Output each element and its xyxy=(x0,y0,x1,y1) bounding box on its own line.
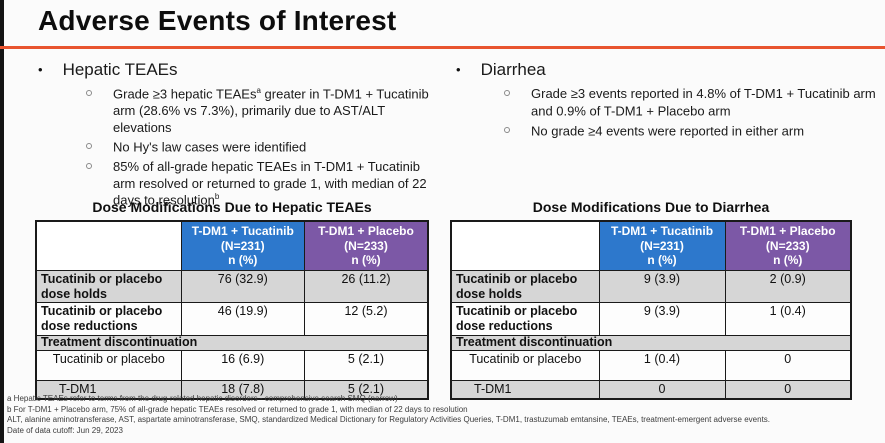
row-value-tucatinib: 76 (32.9) xyxy=(180,269,306,304)
sub-bullet-icon xyxy=(86,163,92,170)
row-label: Tucatinib or placebo dose holds xyxy=(35,269,182,304)
table-row: T-DM1 18 (7.8) 5 (2.1) xyxy=(35,379,429,400)
footnote-abbreviations: ALT, alanine aminotransferase, AST, aspa… xyxy=(7,415,771,425)
table-header-row: T-DM1 + Tucatinib (N=231) n (%) T-DM1 + … xyxy=(450,220,852,271)
bullet-text: Grade ≥3 events reported in 4.8% of T-DM… xyxy=(531,86,876,118)
footnote-a: a Hepatic TEAEs refer to terms from the … xyxy=(7,394,398,403)
hepatic-table: T-DM1 + Tucatinib (N=231) n (%) T-DM1 + … xyxy=(35,220,429,400)
hepatic-table-title: Dose Modifications Due to Hepatic TEAEs xyxy=(92,199,372,215)
row-value-tucatinib: 0 xyxy=(598,379,726,400)
section-row-label: Treatment discontinuation xyxy=(450,334,852,351)
row-value-tucatinib: 18 (7.8) xyxy=(180,379,306,400)
table-row: Tucatinib or placebo 1 (0.4) 0 xyxy=(450,349,852,381)
row-label: Tucatinib or placebo dose reductions xyxy=(450,302,600,336)
row-label: Tucatinib or placebo xyxy=(450,349,600,381)
footnote-b: b For T-DM1 + Placebo arm, 75% of all-gr… xyxy=(7,404,468,414)
bullet-text: Grade ≥3 hepatic TEAEsa greater in T-DM1… xyxy=(113,86,429,135)
page-title: Adverse Events of Interest xyxy=(38,5,397,36)
section-row-label: Treatment discontinuation xyxy=(35,334,429,351)
empty-header-cell xyxy=(450,220,600,271)
footnote-data-cutoff: Date of data cutoff: Jun 29, 2023 xyxy=(7,425,123,435)
row-value-placebo: 0 xyxy=(724,349,852,381)
sub-bullet-icon xyxy=(86,143,92,150)
row-value-placebo: 2 (0.9) xyxy=(724,269,852,304)
column-header-tucatinib: T-DM1 + Tucatinib (N=231) n (%) xyxy=(180,220,306,271)
table-row: Tucatinib or placebo dose holds 9 (3.9) … xyxy=(450,269,852,304)
hepatic-table-block: Dose Modifications Due to Hepatic TEAEs … xyxy=(35,199,429,400)
list-item: Grade ≥3 events reported in 4.8% of T-DM… xyxy=(456,86,880,120)
bullet-text: 85% of all-grade hepatic TEAEs in T-DM1 … xyxy=(113,159,427,208)
section-heading-hepatic: Hepatic TEAEs xyxy=(62,60,178,79)
sub-bullet-icon xyxy=(504,126,510,133)
table-section-row: Treatment discontinuation xyxy=(35,334,429,351)
row-value-tucatinib: 16 (6.9) xyxy=(180,349,306,381)
table-header-row: T-DM1 + Tucatinib (N=231) n (%) T-DM1 + … xyxy=(35,220,429,271)
section-heading-diarrhea: Diarrhea xyxy=(480,60,546,79)
row-label: Tucatinib or placebo dose holds xyxy=(450,269,600,304)
bullet-icon: • xyxy=(456,62,461,77)
row-label: T-DM1 xyxy=(450,379,600,400)
row-value-tucatinib: 9 (3.9) xyxy=(598,269,726,304)
title-underline xyxy=(0,46,885,49)
column-header-placebo: T-DM1 + Placebo (N=233) n (%) xyxy=(304,220,429,271)
slide-left-edge xyxy=(0,0,4,443)
table-row: Tucatinib or placebo dose reductions 46 … xyxy=(35,302,429,336)
section-hepatic-teaes: • Hepatic TEAEs Grade ≥3 hepatic TEAEsa … xyxy=(38,60,443,212)
sub-bullet-icon xyxy=(504,90,510,96)
bullet-icon: • xyxy=(38,62,43,77)
row-value-placebo: 5 (2.1) xyxy=(304,379,429,400)
row-value-placebo: 1 (0.4) xyxy=(724,302,852,336)
column-header-tucatinib: T-DM1 + Tucatinib (N=231) n (%) xyxy=(598,220,726,271)
table-row: T-DM1 0 0 xyxy=(450,379,852,400)
row-value-placebo: 0 xyxy=(724,379,852,400)
bullet-text: No grade ≥4 events were reported in eith… xyxy=(531,122,805,138)
diarrhea-table: T-DM1 + Tucatinib (N=231) n (%) T-DM1 + … xyxy=(450,220,852,400)
hepatic-bullet-list: Grade ≥3 hepatic TEAEsa greater in T-DM1… xyxy=(38,86,443,209)
table-row: Tucatinib or placebo dose reductions 9 (… xyxy=(450,302,852,336)
row-value-tucatinib: 1 (0.4) xyxy=(598,349,726,381)
footnotes: a Hepatic TEAEs refer to terms from the … xyxy=(7,394,877,436)
list-item: No Hy's law cases were identified xyxy=(38,139,443,156)
row-value-placebo: 12 (5.2) xyxy=(304,302,429,336)
row-label: Tucatinib or placebo dose reductions xyxy=(35,302,182,336)
row-value-placebo: 26 (11.2) xyxy=(304,269,429,304)
list-item: Grade ≥3 hepatic TEAEsa greater in T-DM1… xyxy=(38,86,443,136)
row-label: Tucatinib or placebo xyxy=(35,349,182,381)
empty-header-cell xyxy=(35,220,182,271)
diarrhea-table-block: Dose Modifications Due to Diarrhea T-DM1… xyxy=(450,199,852,400)
list-item: No grade ≥4 events were reported in eith… xyxy=(456,123,880,140)
diarrhea-table-title: Dose Modifications Due to Diarrhea xyxy=(532,199,770,215)
list-item: 85% of all-grade hepatic TEAEs in T-DM1 … xyxy=(38,159,443,209)
bullet-text: No Hy's law cases were identified xyxy=(113,139,307,155)
diarrhea-bullet-list: Grade ≥3 events reported in 4.8% of T-DM… xyxy=(456,86,880,140)
row-label: T-DM1 xyxy=(35,379,182,400)
column-header-placebo: T-DM1 + Placebo (N=233) n (%) xyxy=(724,220,852,271)
table-section-row: Treatment discontinuation xyxy=(450,334,852,351)
sub-bullet-icon xyxy=(86,90,92,96)
row-value-tucatinib: 9 (3.9) xyxy=(598,302,726,336)
row-value-tucatinib: 46 (19.9) xyxy=(180,302,306,336)
section-diarrhea: • Diarrhea Grade ≥3 events reported in 4… xyxy=(456,60,880,143)
row-value-placebo: 5 (2.1) xyxy=(304,349,429,381)
table-row: Tucatinib or placebo 16 (6.9) 5 (2.1) xyxy=(35,349,429,381)
table-row: Tucatinib or placebo dose holds 76 (32.9… xyxy=(35,269,429,304)
